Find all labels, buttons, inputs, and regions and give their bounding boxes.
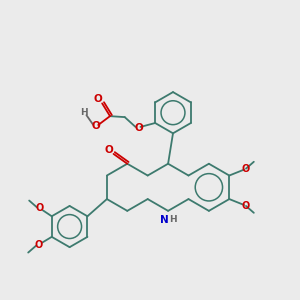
Text: H: H [80, 108, 87, 117]
Text: O: O [104, 145, 113, 155]
Text: O: O [35, 240, 43, 250]
Text: O: O [242, 164, 250, 174]
Text: O: O [94, 94, 103, 104]
Text: O: O [242, 201, 250, 211]
Text: O: O [134, 123, 143, 133]
Text: H: H [169, 215, 177, 224]
Text: O: O [92, 121, 100, 131]
Text: O: O [36, 203, 44, 213]
Text: N: N [160, 215, 169, 225]
